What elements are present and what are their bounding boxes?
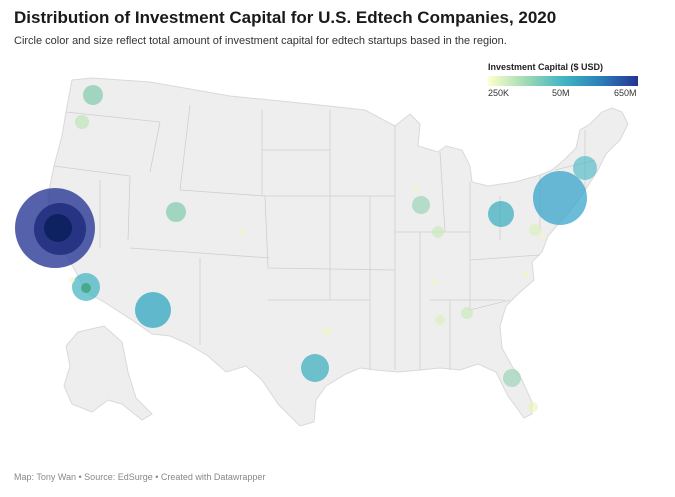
map-credits: Map: Tony Wan • Source: EdSurge • Create… bbox=[14, 472, 266, 482]
bubble-chicago[interactable] bbox=[412, 196, 430, 214]
investment-bubbles bbox=[15, 85, 597, 412]
state-borders bbox=[53, 104, 596, 370]
bubble-boston[interactable] bbox=[573, 156, 597, 180]
bubble-dc[interactable] bbox=[529, 224, 541, 236]
legend-color-bar bbox=[488, 76, 638, 86]
legend-tick-low: 250K bbox=[488, 88, 510, 98]
bubble-denver[interactable] bbox=[240, 230, 246, 236]
us-contiguous-land bbox=[47, 77, 629, 427]
bubble-tampa[interactable] bbox=[528, 402, 538, 412]
bubble-dallas[interactable] bbox=[323, 327, 331, 335]
legend-tick-high: 650M bbox=[614, 88, 637, 98]
bubble-raleigh[interactable] bbox=[523, 272, 529, 278]
legend-title: Investment Capital ($ USD) bbox=[488, 62, 604, 72]
bubble-nashville[interactable] bbox=[432, 280, 438, 286]
bubble-baltimore[interactable] bbox=[540, 233, 546, 239]
map-subtitle: Circle color and size reflect total amou… bbox=[14, 35, 507, 47]
color-legend: Investment Capital ($ USD) 250K 50M 650M bbox=[488, 62, 638, 100]
bubble-indianapolis[interactable] bbox=[432, 226, 444, 238]
bubble-bay-area-core[interactable] bbox=[44, 214, 72, 242]
bubble-austin[interactable] bbox=[301, 354, 329, 382]
map-title: Distribution of Investment Capital for U… bbox=[14, 8, 557, 27]
bubble-salt-lake[interactable] bbox=[166, 202, 186, 222]
bubble-new-york[interactable] bbox=[533, 171, 587, 225]
bubble-santa-barbara[interactable] bbox=[69, 277, 75, 283]
bubble-pittsburgh[interactable] bbox=[488, 201, 514, 227]
legend-ticks: 250K 50M 650M bbox=[488, 88, 638, 100]
alaska-land bbox=[63, 325, 153, 421]
bubble-atlanta[interactable] bbox=[461, 307, 473, 319]
bubble-portland[interactable] bbox=[75, 115, 89, 129]
bubble-birmingham[interactable] bbox=[435, 315, 445, 325]
bubble-milwaukee[interactable] bbox=[413, 185, 419, 191]
bubble-miami[interactable] bbox=[503, 369, 521, 387]
bubble-seattle[interactable] bbox=[83, 85, 103, 105]
bubble-phoenix[interactable] bbox=[135, 292, 171, 328]
legend-tick-mid: 50M bbox=[552, 88, 570, 98]
bubble-la-core[interactable] bbox=[81, 283, 91, 293]
